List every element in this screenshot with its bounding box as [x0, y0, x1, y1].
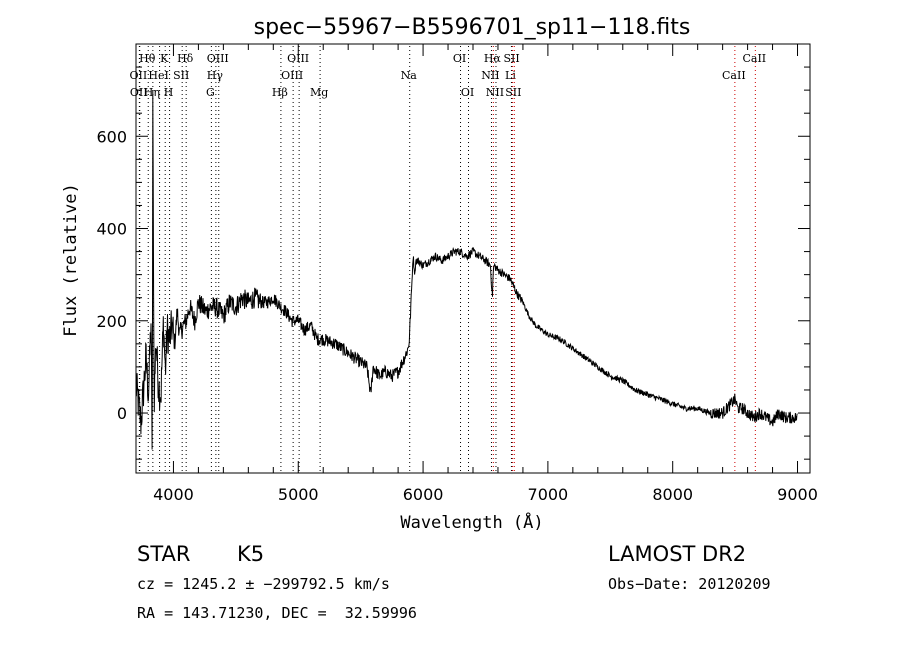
line-label-1: OII [130, 69, 148, 82]
sky-coordinates: RA = 143.71230, DEC = 32.59996 [137, 604, 417, 622]
survey-name: LAMOST DR2 [608, 542, 747, 566]
line-label-9: OIII [207, 52, 229, 65]
line-label-6: SII [173, 69, 189, 82]
plot-frame [135, 43, 811, 474]
line-label-2: OII [130, 86, 148, 99]
line-label-16: Na [401, 69, 418, 82]
spectral-line-markers: Hθ OII OII K HeI Hη SII H Hδ OIII Hγ G OIII OIII Hβ Mg N… [130, 46, 766, 471]
line-label-19: Hα [484, 52, 502, 65]
line-label-7: H [164, 86, 174, 99]
line-label-0: Hθ [139, 52, 156, 65]
chart-title: spec−55967−B5596701_sp11−118.fits [254, 15, 691, 40]
axis-ticks: 4000 5000 6000 7000 8000 9000 0 200 400 600 [96, 44, 818, 504]
line-label-23: Li [505, 69, 516, 82]
x-tick-label-7000: 7000 [528, 485, 569, 504]
line-label-26: CaII [722, 69, 746, 82]
line-label-21: NII [486, 86, 504, 99]
line-label-20: NII [481, 69, 499, 82]
x-tick-label-4000: 4000 [153, 485, 194, 504]
x-tick-label-9000: 9000 [777, 485, 818, 504]
line-label-4: HeI [148, 69, 168, 82]
y-tick-label-400: 400 [96, 220, 127, 239]
y-tick-label-200: 200 [96, 312, 127, 331]
x-tick-label-6000: 6000 [403, 485, 444, 504]
line-label-25: CaII [742, 52, 766, 65]
line-label-8: Hδ [177, 52, 194, 65]
redshift-cz: cz = 1245.2 ± −299792.5 km/s [137, 575, 390, 593]
y-axis-label: Flux (relative) [61, 183, 81, 337]
line-label-18: OI [461, 86, 474, 99]
object-class: STAR [137, 542, 191, 566]
y-tick-label-0: 0 [117, 404, 127, 423]
flux-line [135, 90, 798, 450]
line-label-10: Hγ [207, 69, 224, 82]
observation-date: Obs−Date: 20120209 [608, 575, 771, 593]
line-label-24: SII [505, 86, 521, 99]
object-subclass: K5 [237, 542, 265, 566]
y-tick-label-600: 600 [96, 127, 127, 146]
x-tick-label-5000: 5000 [278, 485, 319, 504]
line-label-11: G [206, 86, 215, 99]
line-label-3: K [160, 52, 169, 65]
line-label-15: Mg [310, 86, 328, 99]
x-axis-label: Wavelength (Å) [400, 511, 543, 533]
line-label-5: Hη [144, 86, 160, 99]
x-tick-label-8000: 8000 [652, 485, 693, 504]
line-label-14: Hβ [272, 86, 288, 99]
line-label-13: OIII [281, 69, 303, 82]
flux-series [135, 90, 798, 450]
line-label-12: OIII [287, 52, 309, 65]
line-label-17: OI [453, 52, 466, 65]
